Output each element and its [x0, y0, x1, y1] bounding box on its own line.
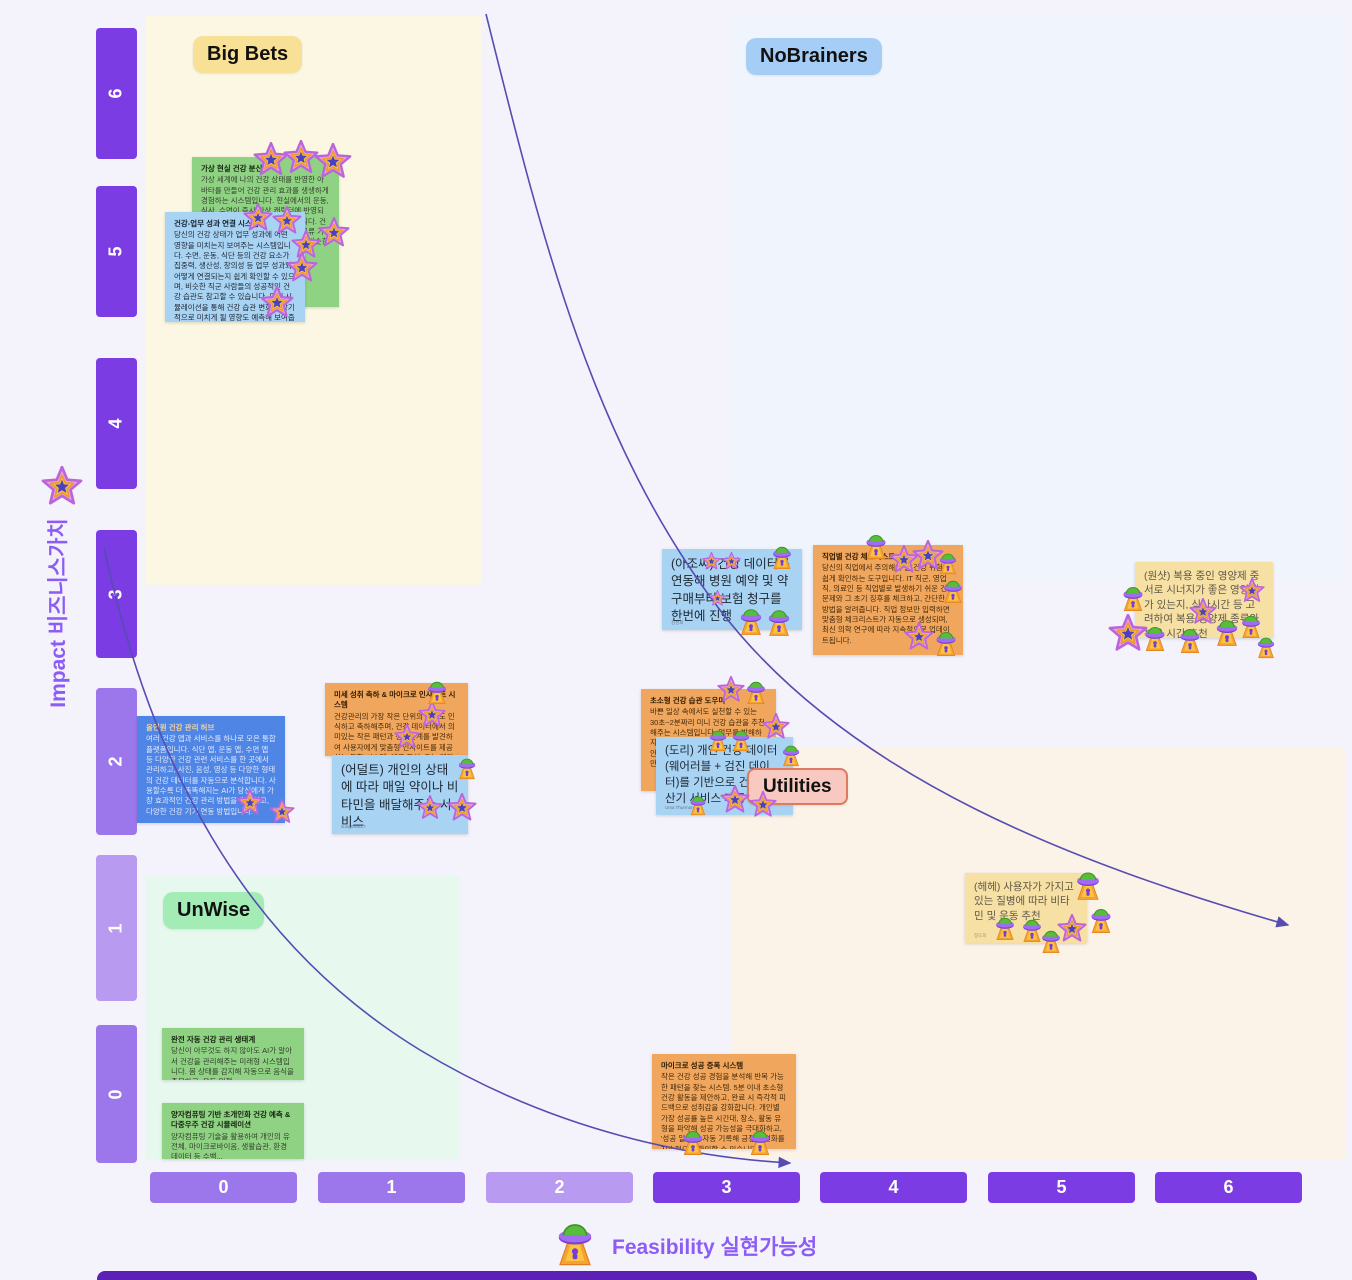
- sticky-note-quantum-sim[interactable]: 양자컴퓨팅 기반 초개인화 건강 예측 & 다중우주 건강 시뮬레이션 양자컴퓨팅…: [162, 1103, 304, 1159]
- star-vote-sticker[interactable]: [269, 798, 295, 825]
- ufo-vote-sticker[interactable]: [743, 679, 769, 705]
- note-title: 마이크로 성공 증폭 시스템: [661, 1061, 744, 1070]
- note-body: 당신의 건강 상태가 업무 성과에 어떤 영향을 미치는지 보여주는 시스템입니…: [174, 230, 295, 322]
- ufo-vote-sticker[interactable]: [746, 1128, 774, 1156]
- star-vote-sticker[interactable]: [314, 142, 352, 181]
- x-axis-tick-4[interactable]: 4: [820, 1172, 967, 1203]
- quadrant-label-big-bets[interactable]: Big Bets: [193, 36, 303, 73]
- star-vote-sticker[interactable]: [291, 229, 321, 260]
- ufo-vote-sticker[interactable]: [455, 756, 479, 780]
- star-vote-sticker[interactable]: [749, 790, 777, 819]
- ufo-vote-sticker[interactable]: [1087, 906, 1115, 934]
- note-title: 건강-업무 성과 연결 시스템: [174, 219, 259, 228]
- ufo-vote-sticker[interactable]: [936, 551, 960, 575]
- x-axis-tick-6[interactable]: 6: [1155, 1172, 1302, 1203]
- star-vote-sticker[interactable]: [701, 551, 721, 571]
- x-axis-tick-1[interactable]: 1: [318, 1172, 465, 1203]
- y-axis-tick-2[interactable]: 2: [96, 688, 137, 835]
- feasibility-axis-ufo-icon[interactable]: [551, 1219, 599, 1267]
- y-axis-tick-3[interactable]: 3: [96, 530, 137, 658]
- note-title: 완전 자동 건강 관리 생태계: [171, 1035, 256, 1044]
- y-axis-tick-6[interactable]: 6: [96, 28, 137, 159]
- ufo-vote-sticker[interactable]: [932, 629, 960, 657]
- y-axis-tick-label: 3: [105, 588, 126, 600]
- y-axis-tick-5[interactable]: 5: [96, 186, 137, 317]
- star-vote-sticker[interactable]: [318, 216, 350, 249]
- ufo-vote-sticker[interactable]: [862, 532, 890, 560]
- impact-axis-label[interactable]: Impact 비즈니스가치: [47, 518, 70, 708]
- star-vote-sticker[interactable]: [394, 723, 420, 750]
- note-title: 가상 현실 건강 분신: [201, 164, 263, 173]
- note-body: 당신이 아무것도 하지 않아도 AI가 알아서 건강을 관리해주는 미래형 시스…: [171, 1046, 294, 1080]
- note-body: 양자컴퓨팅 기술을 활용하여 개인의 유전체, 마이크로바이옴, 생활습관, 환…: [171, 1131, 290, 1159]
- star-vote-sticker[interactable]: [283, 139, 319, 176]
- ufo-vote-sticker[interactable]: [736, 606, 766, 636]
- star-vote-sticker[interactable]: [418, 700, 446, 729]
- star-vote-sticker[interactable]: [717, 675, 745, 704]
- star-vote-sticker[interactable]: [236, 788, 264, 817]
- ufo-vote-sticker[interactable]: [1141, 624, 1169, 652]
- y-axis-tick-label: 6: [105, 88, 126, 99]
- ufo-vote-sticker[interactable]: [706, 728, 730, 752]
- x-axis-tick-0[interactable]: 0: [150, 1172, 297, 1203]
- star-vote-sticker[interactable]: [260, 285, 294, 320]
- note-author: 정도희: [974, 932, 987, 938]
- ufo-vote-sticker[interactable]: [1176, 626, 1204, 654]
- quadrant-label-nobrainers[interactable]: NoBrainers: [746, 38, 882, 75]
- ufo-vote-sticker[interactable]: [779, 743, 803, 767]
- feasibility-axis-label[interactable]: Feasibility 실현가능성: [612, 1236, 818, 1259]
- impact-axis-star-icon[interactable]: [41, 465, 83, 508]
- y-axis-tick-label: 1: [105, 922, 126, 934]
- note-author: sungmi0617: [341, 823, 366, 829]
- star-vote-sticker[interactable]: [417, 794, 443, 821]
- note-title: 올인원 건강 관리 허브: [146, 723, 215, 732]
- star-vote-sticker[interactable]: [447, 792, 477, 823]
- ufo-vote-sticker[interactable]: [729, 728, 753, 752]
- quadrant-label-unwise[interactable]: UnWise: [163, 892, 265, 929]
- star-vote-sticker[interactable]: [904, 621, 934, 652]
- ufo-vote-sticker[interactable]: [769, 544, 795, 570]
- ufo-vote-sticker[interactable]: [1254, 635, 1278, 659]
- star-vote-sticker[interactable]: [253, 141, 289, 178]
- star-vote-sticker[interactable]: [272, 205, 302, 236]
- note-author: 김성희: [671, 619, 684, 625]
- x-axis-tick-3[interactable]: 3: [653, 1172, 800, 1203]
- y-axis-tick-label: 4: [105, 418, 126, 429]
- ufo-vote-sticker[interactable]: [940, 578, 966, 604]
- y-axis-tick-label: 0: [105, 1088, 126, 1100]
- ufo-vote-sticker[interactable]: [679, 1128, 707, 1156]
- ufo-vote-sticker[interactable]: [687, 794, 709, 816]
- y-axis-tick-0[interactable]: 0: [96, 1025, 137, 1163]
- star-vote-sticker[interactable]: [708, 589, 726, 607]
- ufo-vote-sticker[interactable]: [1119, 584, 1147, 612]
- y-axis-tick-label: 2: [105, 756, 126, 767]
- quadrant-bg-nobrainers: [731, 15, 1345, 582]
- y-axis-tick-4[interactable]: 4: [96, 358, 137, 489]
- ufo-vote-sticker[interactable]: [1038, 928, 1064, 954]
- x-axis-tick-2[interactable]: 2: [486, 1172, 633, 1203]
- note-title: 양자컴퓨팅 기반 초개인화 건강 예측 & 다중우주 건강 시뮬레이션: [171, 1110, 291, 1130]
- star-vote-sticker[interactable]: [243, 202, 273, 233]
- star-vote-sticker[interactable]: [1239, 577, 1265, 604]
- y-axis-tick-label: 5: [105, 246, 126, 257]
- star-vote-sticker[interactable]: [762, 712, 790, 741]
- ufo-vote-sticker[interactable]: [1072, 869, 1104, 901]
- ufo-vote-sticker[interactable]: [424, 679, 450, 705]
- star-vote-sticker[interactable]: [721, 551, 741, 571]
- ufo-vote-sticker[interactable]: [992, 915, 1018, 941]
- sticky-note-micro-success-amp[interactable]: 마이크로 성공 증폭 시스템 작은 건강 성공 경험을 분석해 반복 가능한 패턴…: [652, 1054, 796, 1149]
- x-axis-tick-5[interactable]: 5: [988, 1172, 1135, 1203]
- star-vote-sticker[interactable]: [286, 251, 318, 284]
- ufo-vote-sticker[interactable]: [764, 607, 794, 637]
- y-axis-tick-1[interactable]: 1: [96, 855, 137, 1001]
- bottom-toolbar-edge: [97, 1271, 1257, 1280]
- star-vote-sticker[interactable]: [720, 784, 750, 815]
